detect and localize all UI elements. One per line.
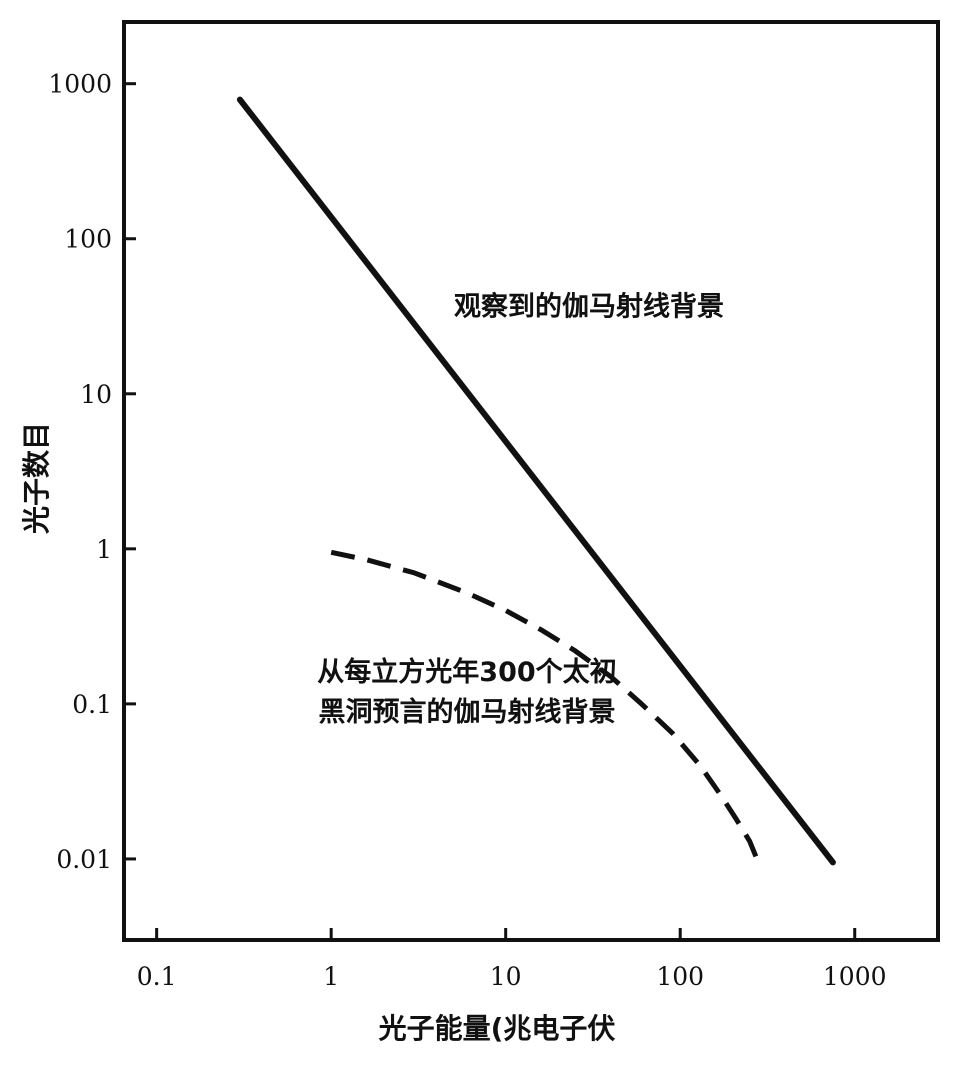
y-tick-label-0: 0.01: [56, 845, 112, 874]
x-tick-label-4: 1000: [823, 962, 887, 991]
y-axis-ticks: 0.01 0.1 1 10 100 1000: [48, 70, 136, 874]
series-solid-line: [236, 96, 836, 866]
y-tick-label-4: 100: [64, 225, 112, 254]
x-axis-title: 光子能量(兆电子伏: [378, 1012, 616, 1045]
y-tick-label-2: 1: [96, 535, 112, 564]
y-tick-label-3: 10: [80, 380, 112, 409]
series-dashed-line: [330, 549, 760, 860]
annotation-predicted-line-1: 黑洞预言的伽马射线背景: [318, 696, 615, 728]
y-axis-title: 光子数目: [20, 422, 53, 535]
annotation-observed-line-0: 观察到的伽马射线背景: [454, 290, 724, 322]
x-tick-label-1: 1: [323, 962, 339, 991]
y-tick-label-1: 0.1: [72, 690, 112, 719]
annotation-predicted-line-0: 从每立方光年300个太初: [317, 656, 616, 688]
x-axis-ticks: 0.1 1 10 100 1000: [137, 928, 887, 991]
y-tick-label-5: 1000: [48, 70, 112, 99]
x-tick-label-2: 10: [490, 962, 522, 991]
series-layer: [236, 96, 836, 866]
x-tick-label-3: 100: [656, 962, 704, 991]
plot-frame: [122, 20, 940, 942]
x-tick-label-0: 0.1: [137, 962, 177, 991]
